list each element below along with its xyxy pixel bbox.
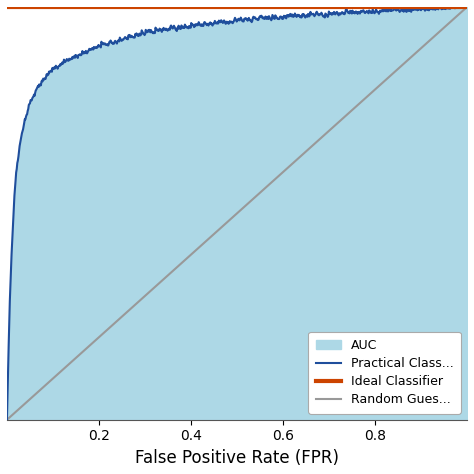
- X-axis label: False Positive Rate (FPR): False Positive Rate (FPR): [135, 449, 339, 467]
- Legend: AUC, Practical Class..., Ideal Classifier, Random Gues...: AUC, Practical Class..., Ideal Classifie…: [308, 331, 461, 413]
